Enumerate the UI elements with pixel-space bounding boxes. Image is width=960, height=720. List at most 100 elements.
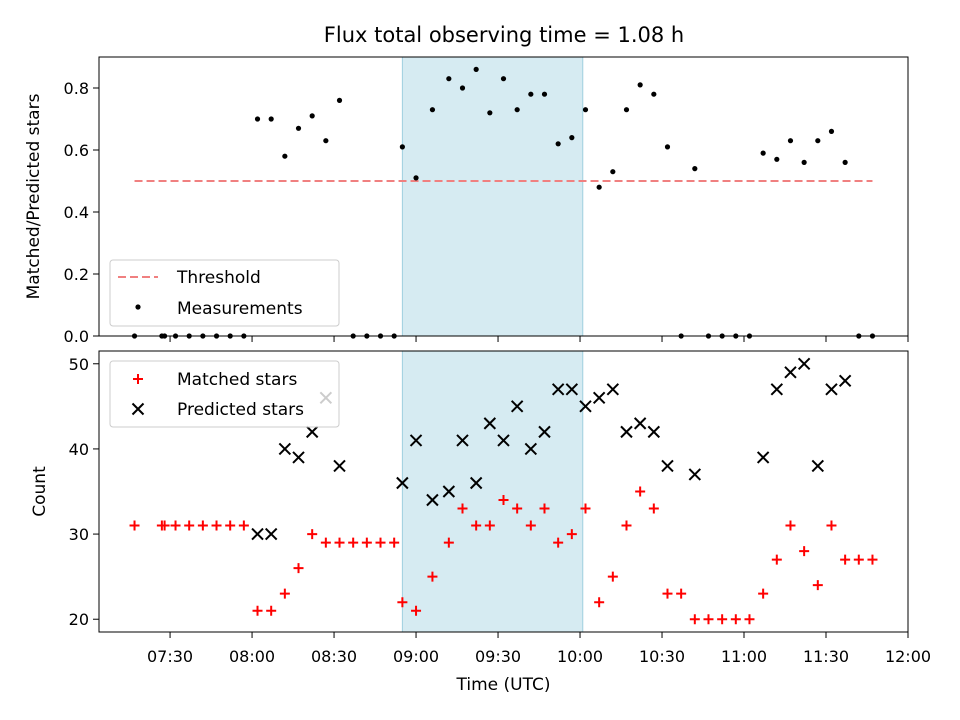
predicted-star-point [251,527,264,541]
predicted-star-point [305,425,319,439]
measurement-point [842,159,848,165]
x-tick-label: 11:00 [721,647,767,666]
measurement-point [541,91,548,97]
measurement-point [268,116,274,122]
matched-star-point [771,554,782,565]
y-tick-label: 0.8 [64,79,89,98]
time-x-axis-label: Time (UTC) [456,675,551,695]
measurement-point [500,76,507,82]
matched-star-point [307,529,318,540]
y-tick-label: 0.6 [64,141,89,160]
predicted-star-point [811,459,825,473]
matched-star-point [375,537,386,548]
predicted-star-point [661,459,674,473]
matched-star-point [293,563,304,574]
matched-star-point [635,486,646,497]
x-tick-label: 09:30 [475,647,521,666]
matched-star-point [512,503,523,514]
matched-star-point [594,597,605,608]
observing-span [401,56,584,337]
count-panel: 20 30 40 50 07:30 08:00 08:30 09:00 09:30 10:00 1… [30,350,931,695]
measurement-point [399,144,405,150]
predicted-star-point [426,493,439,507]
measurement-point [787,138,794,144]
matched-star-point [539,503,550,514]
legend-box [109,259,340,327]
predicted-star-point [264,527,278,541]
predicted-star-point [469,476,483,490]
predicted-star-point [409,434,423,447]
matched-star-point [397,597,408,608]
measurement-point [596,184,602,190]
legend-predicted-swatch [131,402,145,416]
measurement-point [254,116,261,122]
matched-star-point [211,520,222,531]
matched-star-point [812,580,823,591]
matched-star-point [411,605,422,616]
measurement-point [664,144,671,150]
matched-star-point [184,520,195,531]
measurement-point [336,97,343,103]
ratio-legend: Threshold Measurements [109,259,340,327]
matched-star-point [867,554,878,565]
legend-predicted-label: Predicted stars [177,400,304,420]
count-points [129,357,878,625]
matched-star-point [170,520,181,531]
matched-star-point [799,546,810,557]
matched-star-point [225,520,236,531]
measurement-point [429,107,436,113]
matched-star-point [320,537,331,548]
matched-star-point [785,520,796,531]
measurement-point [610,169,616,175]
ratio-plot-frame [98,56,909,337]
matched-star-point [717,614,728,625]
matched-star-point [525,520,536,531]
measurement-point [569,135,575,141]
predicted-star-point [497,434,510,447]
measurement-point [309,113,315,119]
matched-star-point [580,503,591,514]
observing-span-top [401,56,584,337]
predicted-star-point [784,366,797,379]
predicted-star-point [510,400,524,413]
predicted-star-point [838,374,852,388]
measurement-point [555,141,561,147]
matched-star-point [484,520,495,531]
matched-star-point [703,614,714,625]
x-tick-label: 08:00 [229,647,275,666]
matched-star-point [621,520,632,531]
matched-star-point [197,520,208,531]
matched-star-point [427,571,438,582]
x-tick-label: 08:30 [311,647,357,666]
count-legend: Matched stars Predicted stars [109,360,340,428]
legend-matched-swatch [133,374,143,384]
predicted-star-point [606,383,620,396]
matched-star-point [348,537,359,548]
legend-threshold-label: Threshold [176,268,261,288]
count-y-ticks: 20 30 40 50 [69,355,99,629]
predicted-star-point [442,485,456,498]
matched-star-point [498,495,509,506]
predicted-star-point [592,391,606,405]
chart-title: Flux total observing time = 1.08 h [324,23,684,47]
predicted-star-point [825,383,838,396]
predicted-star-point [565,383,579,396]
legend-measurements-swatch [135,304,141,310]
matched-star-point [853,554,864,565]
measurement-point [774,156,780,162]
ratio-y-axis-label: Matched/Predicted stars [24,93,44,299]
observing-span-bottom [401,350,584,633]
matched-star-point [758,588,769,599]
predicted-star-point [756,451,770,464]
matched-star-point [689,614,700,625]
ratio-y-ticks: 0.0 0.2 0.4 0.6 0.8 [64,79,99,346]
measurement-point [582,107,589,113]
measurement-point [446,76,452,82]
legend-box [109,360,340,428]
x-tick-label: 12:00 [885,647,931,666]
matched-star-point [457,503,468,514]
measurement-point [651,91,657,97]
measurement-point [637,82,643,88]
measurement-point [459,85,466,91]
